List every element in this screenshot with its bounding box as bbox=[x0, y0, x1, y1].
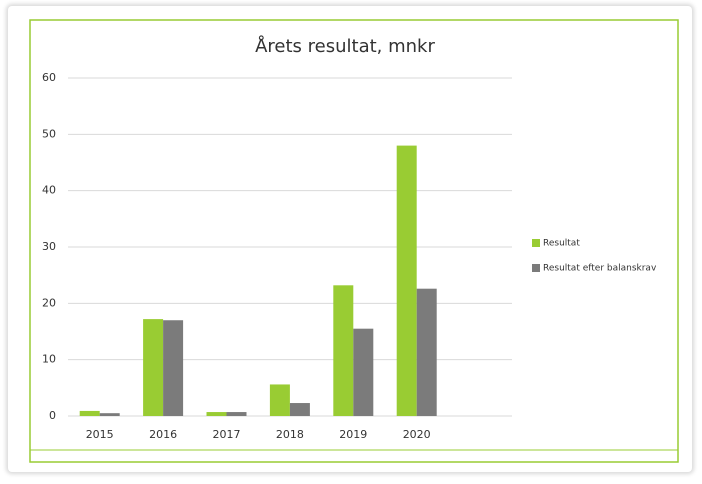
legend-label: Resultat bbox=[543, 239, 580, 249]
y-tick-label: 60 bbox=[42, 71, 56, 84]
y-tick-label: 50 bbox=[42, 127, 56, 140]
bar bbox=[226, 412, 247, 416]
bar bbox=[99, 413, 120, 416]
bar bbox=[353, 328, 374, 416]
bar bbox=[143, 319, 164, 416]
y-tick-label: 40 bbox=[42, 184, 56, 197]
x-tick-label: 2018 bbox=[276, 428, 304, 441]
bar bbox=[206, 412, 227, 416]
y-tick-label: 10 bbox=[42, 353, 56, 366]
chart-frame bbox=[29, 19, 679, 463]
x-tick-label: 2017 bbox=[213, 428, 241, 441]
bar bbox=[416, 288, 437, 416]
x-tick-label: 2020 bbox=[403, 428, 431, 441]
legend-swatch bbox=[532, 239, 540, 247]
bar bbox=[396, 145, 417, 416]
y-tick-label: 30 bbox=[42, 240, 56, 253]
bar bbox=[163, 320, 184, 416]
legend-swatch bbox=[532, 264, 540, 272]
bar bbox=[79, 410, 100, 416]
x-tick-label: 2016 bbox=[149, 428, 177, 441]
chart-title: Årets resultat, mnkr bbox=[255, 35, 435, 57]
y-tick-label: 20 bbox=[42, 296, 56, 309]
x-tick-label: 2015 bbox=[86, 428, 114, 441]
bar bbox=[333, 285, 354, 416]
bar bbox=[289, 403, 310, 416]
y-tick-label: 0 bbox=[49, 409, 56, 422]
bar bbox=[269, 384, 290, 416]
legend-label: Resultat efter balanskrav bbox=[543, 264, 657, 274]
x-tick-label: 2019 bbox=[339, 428, 367, 441]
